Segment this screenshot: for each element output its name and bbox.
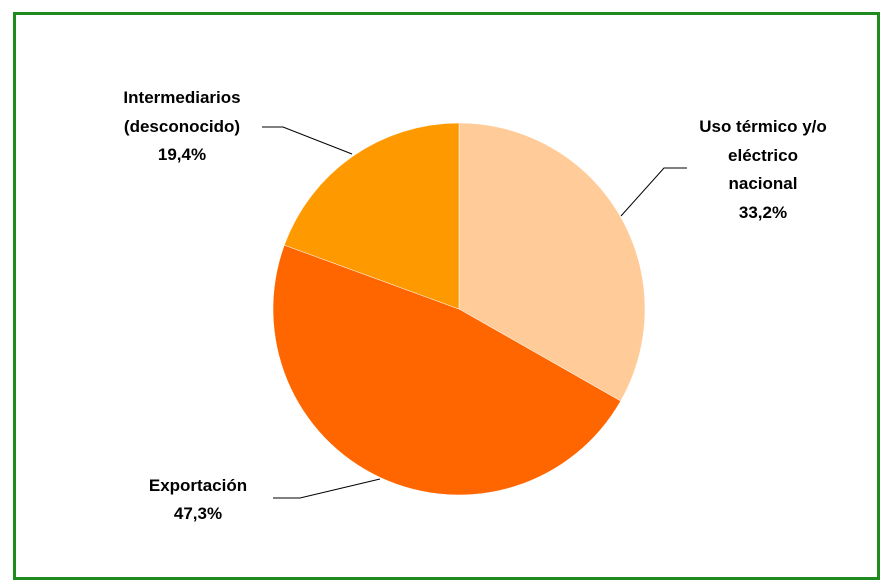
pie-slice-intermediarios (283, 122, 460, 310)
leader-line-intermediarios (262, 126, 353, 155)
slice-label-exportacion: Exportación (149, 476, 247, 495)
slice-label-uso-line3: nacional (729, 174, 798, 193)
slice-label-uso-line2: eléctrico (728, 146, 798, 165)
pie-slice-exportacion (272, 244, 622, 496)
pie-slice-uso (458, 122, 646, 402)
leader-line-uso (620, 167, 687, 217)
leader-line-exportacion (273, 478, 381, 499)
slice-label-intermediarios-line1: Intermediarios (123, 88, 240, 107)
slice-value-intermediarios: 19,4% (158, 145, 206, 164)
slice-label-intermediarios-line2: (desconocido) (124, 117, 240, 136)
slice-value-exportacion: 47,3% (174, 504, 222, 523)
slice-label-uso-line1: Uso térmico y/o (699, 117, 827, 136)
slice-value-uso: 33,2% (739, 203, 787, 222)
